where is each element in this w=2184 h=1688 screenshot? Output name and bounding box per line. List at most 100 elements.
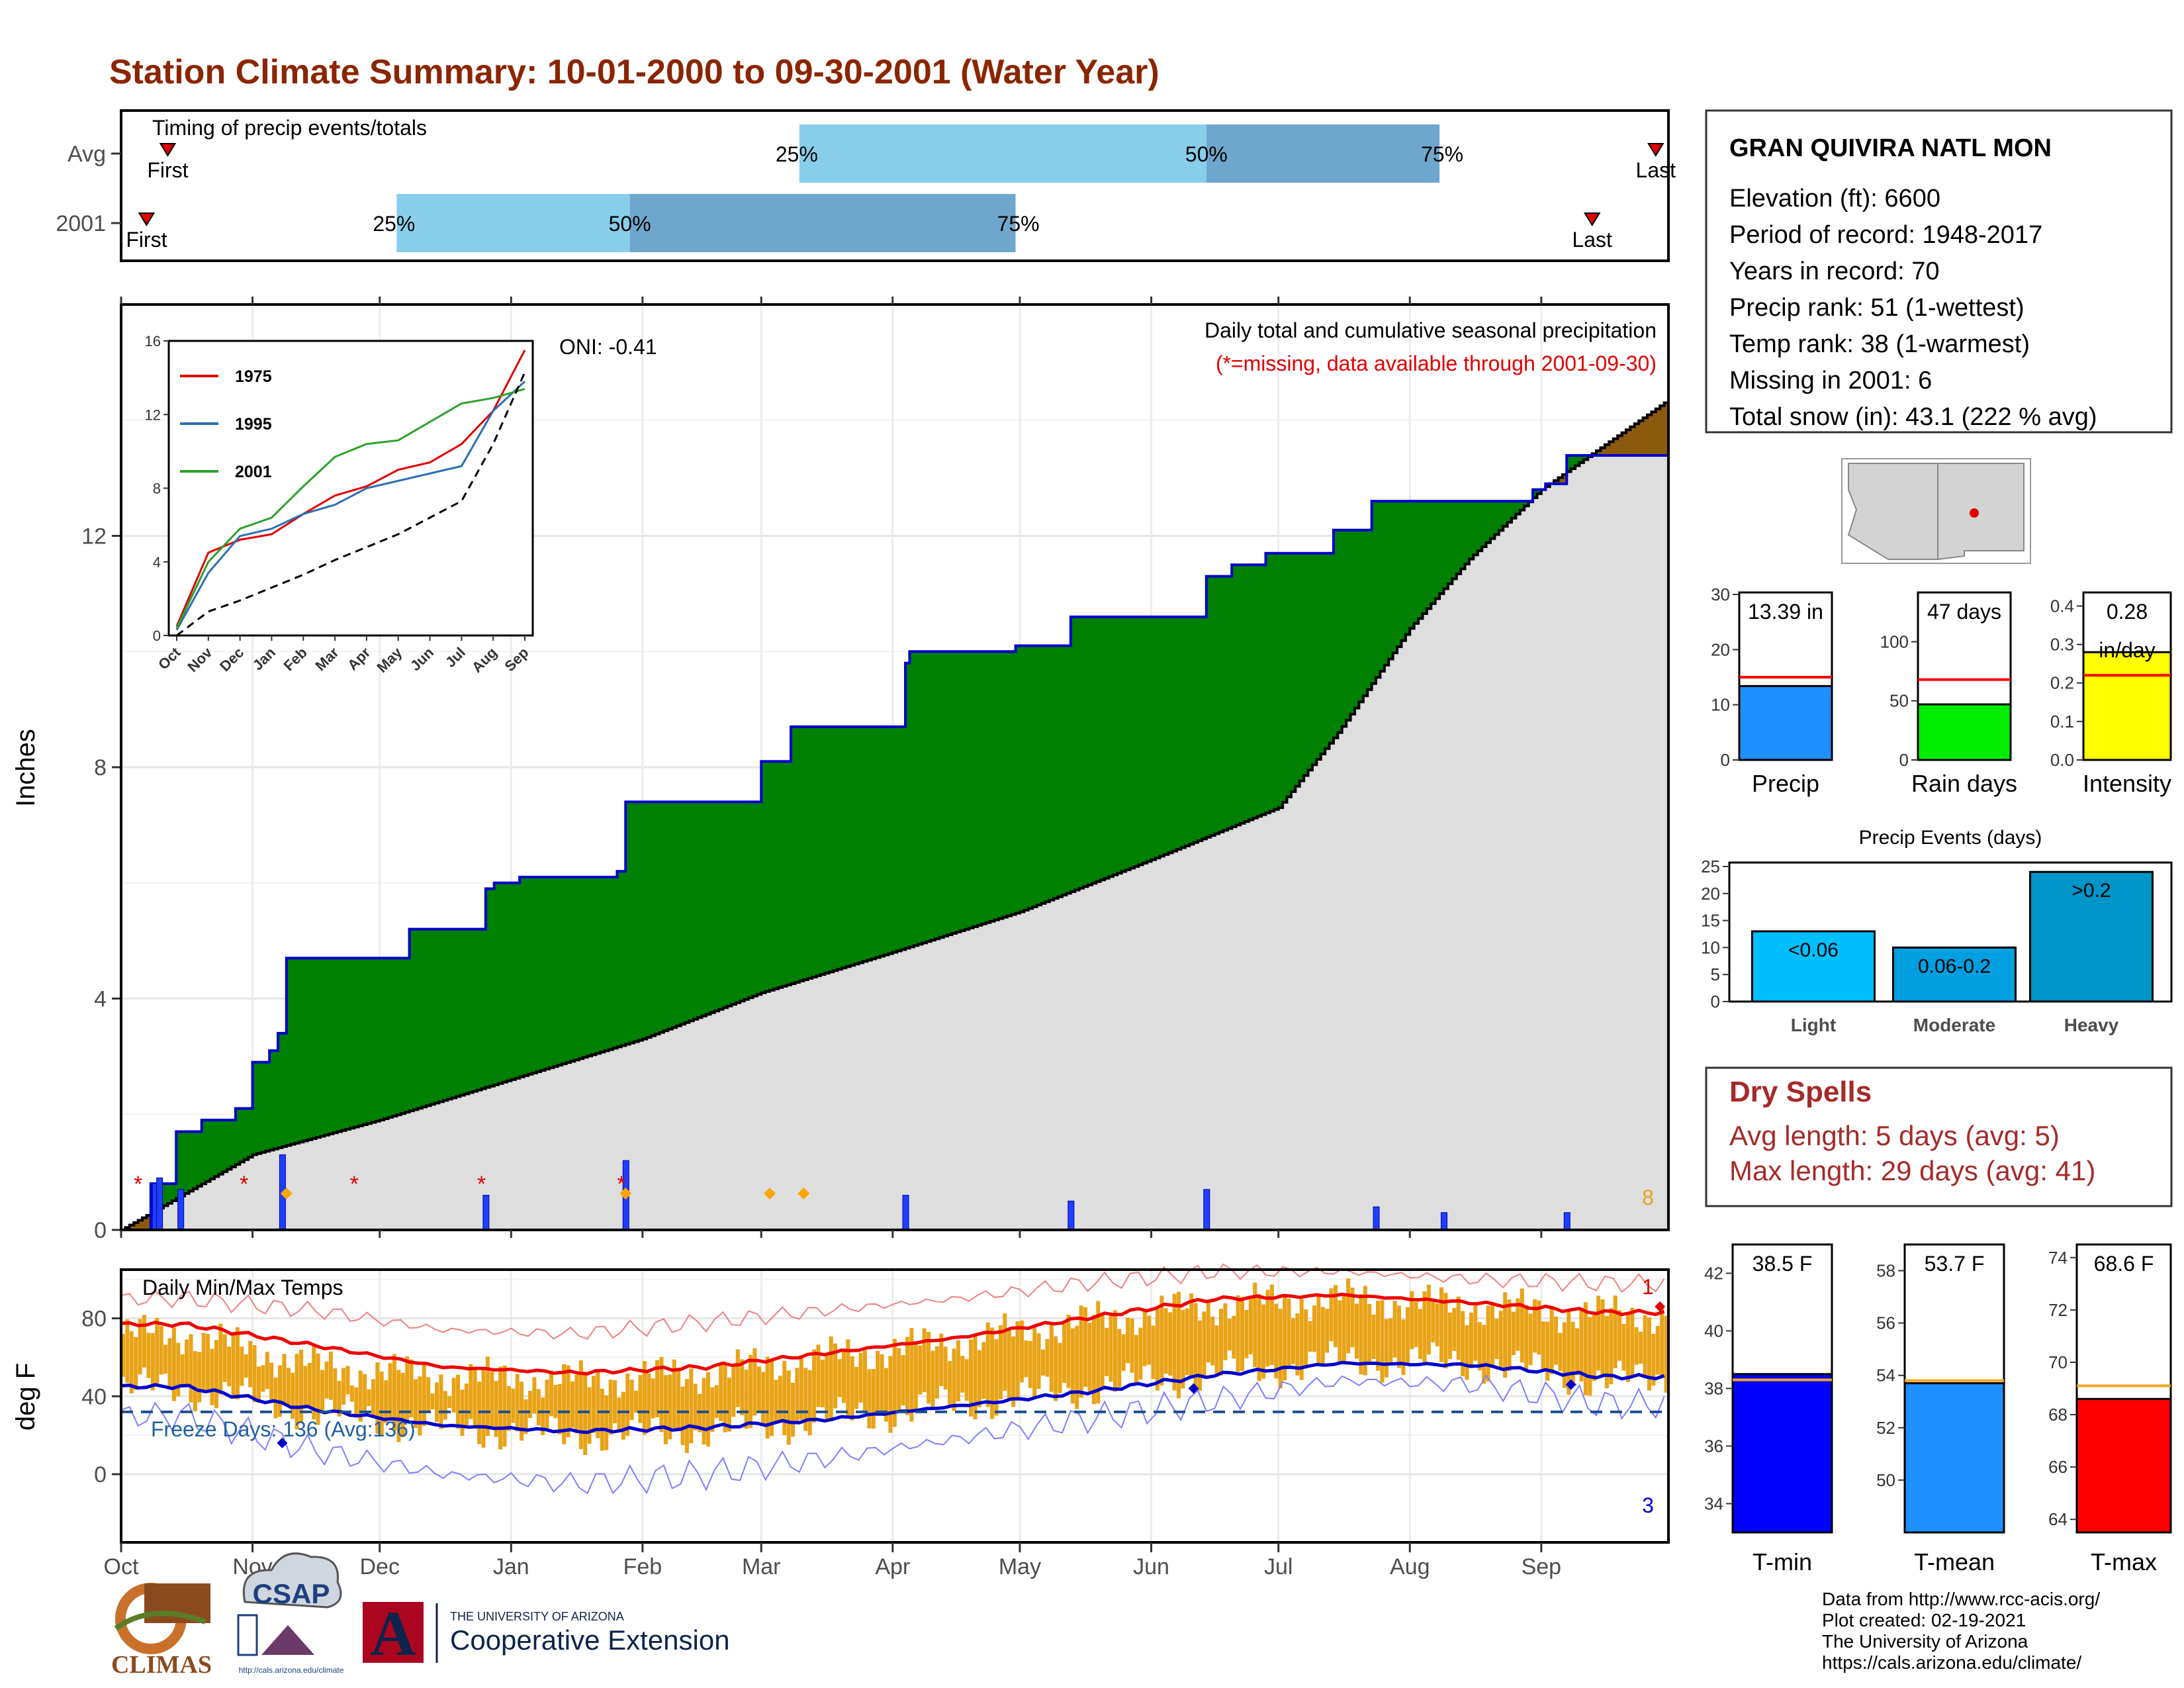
temp-ytick-label: 0 bbox=[94, 1462, 107, 1487]
daily-precip-bar bbox=[902, 1195, 909, 1231]
month-label: Dec bbox=[359, 1554, 399, 1579]
t-min-tick-label: 38 bbox=[1704, 1379, 1723, 1399]
timing-marker-first bbox=[159, 143, 177, 157]
intensity-tick-label: 0.1 bbox=[2050, 712, 2074, 731]
station-name: GRAN QUIVIRA NATL MON bbox=[1729, 134, 2052, 162]
dry-spells-max: Max length: 29 days (avg: 41) bbox=[1729, 1155, 2095, 1186]
precip-panel-frame bbox=[120, 303, 1670, 1231]
station-info-box: GRAN QUIVIRA NATL MON Elevation (ft): 66… bbox=[1705, 109, 2173, 434]
timing-label-75: 75% bbox=[997, 212, 1040, 236]
timing-marker-first bbox=[138, 212, 156, 226]
snow-diamond bbox=[619, 1188, 632, 1199]
month-label: Sep bbox=[1522, 1554, 1562, 1579]
inset-legend-label: 1995 bbox=[235, 415, 272, 434]
timing-label-50: 50% bbox=[1185, 142, 1228, 166]
inset-xtick-label: Oct bbox=[155, 643, 184, 673]
precip-total-value-label: 13.39 in bbox=[1748, 600, 1823, 624]
precip-total-tick-label: 10 bbox=[1711, 695, 1730, 715]
locator-map bbox=[1841, 458, 2031, 564]
events-tick-label: 20 bbox=[1701, 884, 1720, 904]
rain-days-tick-label: 0 bbox=[1899, 750, 1909, 770]
csap-logo: CSAP http://cals.arizona.edu/climate bbox=[237, 1552, 344, 1675]
inset-cumulative-chart: 0 4 8 12 16 Oct Nov Dec Jan Feb Mar Apr May Jun Jul Aug… bbox=[145, 333, 534, 676]
ua-logo-big: Cooperative Extension bbox=[450, 1624, 730, 1656]
t-min-tick-label: 42 bbox=[1704, 1264, 1723, 1284]
intensity-value-label: 0.28 bbox=[2107, 600, 2148, 624]
events-category-label: Light bbox=[1791, 1015, 1836, 1035]
t-mean-tick-label: 56 bbox=[1876, 1313, 1895, 1333]
intensity-tick-label: 0.2 bbox=[2050, 673, 2074, 693]
t-min-bar bbox=[1731, 1373, 1833, 1534]
inset-xtick-label: Dec bbox=[216, 644, 247, 675]
inset-ytick-label: 0 bbox=[153, 628, 161, 644]
daily-precip-bar bbox=[177, 1189, 185, 1231]
precip-plot: 0 4 8 12 * * * * * bbox=[81, 305, 1669, 1243]
map-station-marker bbox=[1970, 508, 1979, 518]
t-min-value-label: 38.5 F bbox=[1752, 1252, 1813, 1276]
intensity-tick-label: 0.0 bbox=[2050, 750, 2074, 770]
temp-bottom-count: 3 bbox=[1642, 1493, 1654, 1517]
inset-xtick-label: Apr bbox=[344, 644, 374, 674]
record-max-line bbox=[120, 1263, 1665, 1340]
dry-spells-box: Dry Spells Avg length: 5 days (avg: 5) M… bbox=[1705, 1066, 2173, 1207]
timing-label-25: 25% bbox=[373, 212, 415, 236]
inset-legend-label: 1975 bbox=[235, 367, 272, 386]
record-min-line bbox=[120, 1374, 1665, 1495]
t-max-value-label: 68.6 F bbox=[2094, 1252, 2154, 1276]
precip-total-tick-label: 20 bbox=[1711, 639, 1730, 659]
precip-missing-note: (*=missing, data available through 2001-… bbox=[1216, 352, 1657, 375]
month-label: May bbox=[999, 1554, 1041, 1579]
inset-ytick-label: 12 bbox=[145, 406, 161, 423]
precip-panel: Inches 0 4 8 12 * * * * * ONI: -0.41 Daily total… bbox=[11, 303, 1670, 1243]
inset-ytick-label: 8 bbox=[153, 481, 161, 497]
inset-xtick-label: Jun bbox=[407, 644, 437, 674]
record-diamond bbox=[1565, 1379, 1576, 1390]
events-tick-label: 5 bbox=[1711, 964, 1720, 984]
timing-row-label-avg: Avg bbox=[68, 142, 106, 167]
climas-logo-text: CLIMAS bbox=[111, 1651, 212, 1679]
missing-asterisk: * bbox=[617, 1172, 625, 1197]
t-max-tick-label: 66 bbox=[2048, 1457, 2068, 1477]
precip-ytick-label: 0 bbox=[94, 1218, 107, 1243]
events-title: Precip Events (days) bbox=[1859, 827, 2042, 849]
events-bar-label: >0.2 bbox=[2071, 880, 2111, 902]
events-category-label: Heavy bbox=[2064, 1015, 2119, 1035]
inset-xtick-label: Feb bbox=[281, 644, 310, 674]
inset-xtick-label: May bbox=[373, 643, 405, 675]
precip-legend-title: Daily total and cumulative seasonal prec… bbox=[1205, 318, 1657, 342]
credit-line: Plot created: 02-19-2021 bbox=[1822, 1610, 2026, 1630]
t-max-tick-label: 68 bbox=[2048, 1405, 2068, 1425]
precip-total-bar bbox=[1738, 684, 1833, 761]
events-bar bbox=[2029, 870, 2154, 1003]
inset-xtick-label: Sep bbox=[501, 644, 531, 675]
timing-label-75: 75% bbox=[1421, 142, 1463, 166]
dry-spells-frame bbox=[1705, 1066, 2173, 1207]
ua-logo-small: THE UNIVERSITY OF ARIZONA bbox=[450, 1610, 624, 1623]
inset-xtick-label: Mar bbox=[312, 644, 342, 675]
inset-xtick-label: Aug bbox=[469, 644, 500, 676]
daily-precip-bar bbox=[156, 1177, 163, 1231]
dry-spells-title: Dry Spells bbox=[1729, 1076, 1872, 1108]
temp-plot: 0 40 80 bbox=[81, 1263, 1668, 1542]
climas-logo-swoosh bbox=[114, 1611, 206, 1631]
t-max-tick-label: 74 bbox=[2048, 1248, 2068, 1268]
temp-ytick-label: 80 bbox=[81, 1307, 107, 1332]
events-bar bbox=[1751, 930, 1876, 1003]
daily-precip-bar bbox=[1441, 1212, 1448, 1231]
timing-label-first: First bbox=[126, 228, 167, 252]
timing-label-first: First bbox=[147, 158, 188, 182]
timing-marks: 25% 50% 75% First Last 25% 50% 75% First Last bbox=[126, 124, 1676, 252]
credit-line: https://cals.arizona.edu/climate/ bbox=[1822, 1652, 2081, 1673]
average-min-line bbox=[120, 1360, 1665, 1434]
precip-ytick-label: 12 bbox=[81, 524, 107, 549]
t-max-tick-label: 64 bbox=[2048, 1509, 2068, 1529]
events-tick-label: 15 bbox=[1701, 911, 1720, 931]
month-label: Mar bbox=[742, 1554, 781, 1579]
daily-precip-bar bbox=[482, 1195, 490, 1231]
station-line: Missing in 2001: 6 bbox=[1729, 367, 1932, 395]
timing-label-50: 50% bbox=[609, 212, 651, 236]
rain-days-tick-label: 50 bbox=[1889, 691, 1909, 711]
snow-diamond bbox=[764, 1188, 776, 1199]
